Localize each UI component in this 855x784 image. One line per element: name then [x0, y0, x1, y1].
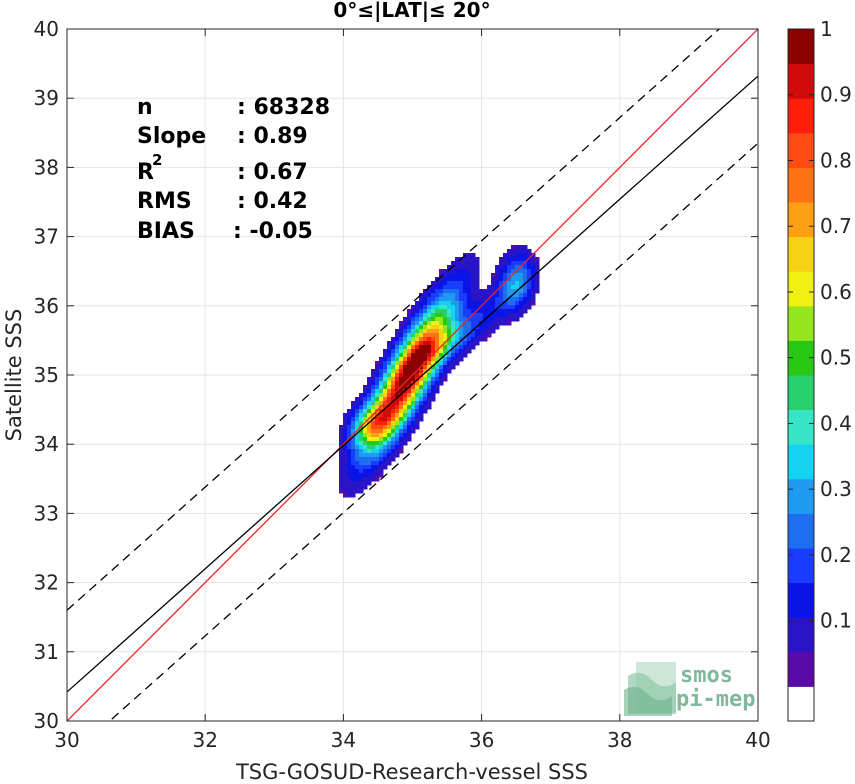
colorbar-tick-label: 0.4	[820, 411, 852, 435]
x-axis-label: TSG-GOSUD-Research-vessel SSS	[235, 760, 588, 784]
colorbar-tick-label: 0.5	[820, 346, 852, 370]
colorbar-frame	[787, 28, 815, 722]
y-tick-label: 34	[34, 432, 59, 456]
stat-slope-label: Slope	[137, 124, 206, 149]
smos-pi-mep-logo: smos pi-mep	[624, 662, 755, 716]
colorbar-swatch	[788, 271, 814, 307]
lower-bound-line	[108, 142, 758, 721]
colorbar-tick-label: 0.7	[820, 214, 852, 238]
colorbar-tick-label: 0.9	[820, 83, 852, 107]
regression-line	[67, 75, 758, 693]
colorbar-tick-label: 0.3	[820, 477, 852, 501]
stat-slope-value: : 0.89	[237, 124, 308, 149]
identity-line	[67, 29, 758, 721]
colorbar-swatch	[788, 98, 814, 134]
y-tick-label: 36	[34, 294, 59, 318]
colorbar-swatch	[788, 409, 814, 445]
x-tick-label: 32	[192, 728, 217, 752]
x-tick-label: 36	[469, 728, 494, 752]
upper-bound-line	[67, 29, 721, 611]
x-tick-label: 30	[54, 728, 79, 752]
plot-area: 30 32 34 36 38 40 30 31 32 33 34 35 36 37 38 39 40	[34, 17, 771, 752]
y-tick-label: 33	[34, 501, 59, 525]
colorbar-swatch	[788, 305, 814, 341]
stat-r2-sup: 2	[152, 151, 162, 169]
y-tick-label: 37	[34, 225, 59, 249]
colorbar-swatch	[788, 686, 814, 722]
y-tick-label: 39	[34, 86, 59, 110]
colorbar-swatch	[788, 548, 814, 584]
logo-emblem-icon	[624, 662, 676, 716]
x-tick-label: 38	[607, 728, 632, 752]
colorbar-swatch	[788, 651, 814, 687]
stat-n-value: : 68328	[237, 95, 330, 120]
x-tick-label: 40	[745, 728, 770, 752]
colorbar-swatch	[788, 202, 814, 238]
colorbar-swatch	[788, 29, 814, 65]
y-tick-label: 32	[34, 571, 59, 595]
y-tick-label: 38	[34, 155, 59, 179]
stat-bias-label: BIAS	[137, 219, 195, 244]
colorbar-tick-label: 0.1	[820, 609, 852, 633]
colorbar-swatch	[788, 236, 814, 272]
logo-text-pimep: pi-mep	[676, 687, 755, 712]
colorbar-swatch	[788, 478, 814, 514]
colorbar-tick-label: 0.8	[820, 148, 852, 172]
colorbar-swatch	[788, 513, 814, 549]
colorbar: 0.1 0.2 0.3 0.4 0.5 0.6 0.7 0.8 0.9 1	[787, 17, 852, 722]
colorbar-swatch	[788, 132, 814, 168]
stat-rms-value: : 0.42	[237, 189, 308, 214]
stat-r2-value: : 0.67	[237, 160, 308, 185]
annotations: 0°≤|LAT|≤ 20° TSG-GOSUD-Research-vessel …	[2, 0, 588, 784]
colorbar-swatch	[788, 63, 814, 99]
density-contours	[339, 245, 540, 498]
reference-lines	[67, 29, 758, 721]
chart-title: 0°≤|LAT|≤ 20°	[333, 0, 490, 22]
colorbar-swatch	[788, 167, 814, 203]
colorbar-swatch	[788, 617, 814, 653]
colorbar-tick-label: 0.2	[820, 543, 852, 567]
colorbar-tick-label: 1	[820, 17, 833, 41]
colorbar-swatch	[788, 582, 814, 618]
y-tick-label: 31	[34, 640, 59, 664]
y-tick-label: 30	[34, 709, 59, 733]
y-tick-label: 35	[34, 363, 59, 387]
logo-text-smos: smos	[680, 663, 733, 688]
stat-n-label: n	[137, 95, 153, 120]
y-axis-label: Satellite SSS	[2, 309, 26, 442]
colorbar-swatch	[788, 375, 814, 411]
x-tick-label: 34	[331, 728, 356, 752]
colorbar-tick-label: 0.6	[820, 280, 852, 304]
colorbar-swatch	[788, 444, 814, 480]
y-tick-label: 40	[34, 17, 59, 41]
stat-r2-label: R	[137, 160, 154, 185]
stat-rms-label: RMS	[137, 189, 192, 214]
stat-bias-value: : -0.05	[233, 219, 313, 244]
